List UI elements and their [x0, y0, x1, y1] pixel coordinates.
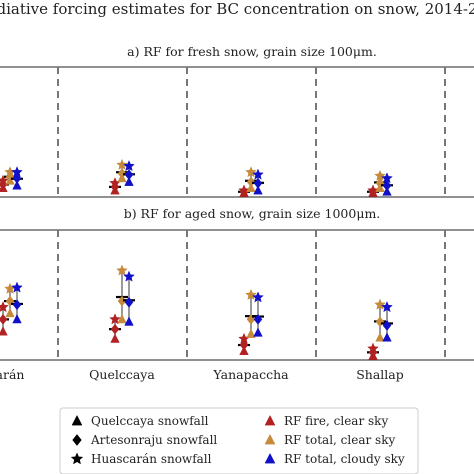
point-rf-fire-clear-sky-quelccaya-diamond — [110, 323, 120, 335]
legend-label-huascaran-snowfall: Huascarán snowfall — [91, 452, 212, 466]
point-rf-total-cloudy-sky-yanapaccha-diamond — [253, 313, 263, 325]
point-rf-fire-clear-sky-quelccaya-triangle — [110, 333, 120, 343]
point-rf-total-clear-sky-yanapaccha-triangle — [246, 182, 256, 192]
point-rf-fire-clear-sky-quelccaya-star — [109, 313, 121, 325]
legend-marker-quelccaya-snowfall — [71, 414, 83, 426]
point-rf-total-cloudy-sky-yanapaccha-star — [252, 291, 264, 303]
point-rf-total-cloudy-sky-aran-triangle — [12, 314, 22, 324]
panel-a-title: a) RF for fresh snow, grain size 100μm. — [127, 44, 377, 59]
point-rf-total-clear-sky-quelccaya-star — [116, 158, 128, 170]
point-rf-fire-clear-sky-shallap-star — [367, 342, 379, 354]
point-rf-total-cloudy-sky-aran-triangle — [12, 180, 22, 190]
point-rf-total-cloudy-sky-quelccaya-diamond — [124, 169, 134, 181]
point-rf-total-clear-sky-quelccaya-triangle — [117, 314, 127, 324]
point-rf-total-cloudy-sky-yanapaccha-triangle — [253, 327, 263, 337]
point-rf-total-cloudy-sky-shallap-triangle — [382, 186, 392, 196]
point-rf-total-cloudy-sky-shallap-diamond — [382, 320, 392, 331]
panel-a — [0, 66, 474, 198]
legend-frame — [59, 407, 419, 474]
legend-marker-huascaran-snowfall — [70, 452, 84, 465]
point-rf-total-clear-sky-quelccaya-diamond — [117, 168, 127, 179]
legend-marker-rf-total-cloudy-sky — [264, 452, 276, 464]
legend-marker-artesonraju-snowfall — [72, 434, 82, 446]
point-rf-total-clear-sky-shallap-diamond — [375, 316, 385, 328]
panel-b-title: b) RF for aged snow, grain size 1000μm. — [124, 206, 381, 221]
figure-title: diative forcing estimates for BC concent… — [0, 0, 474, 18]
x-tick-quelccaya: Quelccaya — [89, 367, 155, 382]
point-rf-total-cloudy-sky-shallap-star — [381, 301, 393, 313]
point-rf-total-cloudy-sky-quelccaya-triangle — [124, 176, 134, 186]
point-rf-fire-clear-sky-aran-diamond — [0, 313, 8, 325]
legend-marker-rf-total-clear-sky — [264, 433, 276, 445]
legend-label-quelccaya-snowfall: Quelccaya snowfall — [91, 414, 209, 428]
point-rf-fire-clear-sky-aran-star — [0, 174, 9, 186]
legend-label-artesonraju-snowfall: Artesonraju snowfall — [90, 433, 217, 447]
point-rf-total-clear-sky-aran-triangle — [5, 307, 15, 318]
legend-label-rf-fire-clear-sky: RF fire, clear sky — [284, 414, 388, 428]
point-rf-total-cloudy-sky-yanapaccha-triangle — [253, 185, 263, 195]
point-rf-total-clear-sky-shallap-triangle — [375, 332, 385, 342]
point-rf-total-clear-sky-yanapaccha-diamond — [246, 176, 256, 188]
point-rf-total-clear-sky-yanapaccha-star — [245, 288, 257, 300]
point-rf-total-clear-sky-quelccaya-star — [116, 264, 128, 276]
point-rf-total-clear-sky-shallap-star — [374, 298, 386, 310]
point-rf-total-cloudy-sky-shallap-star — [381, 172, 393, 184]
point-rf-total-clear-sky-yanapaccha-triangle — [246, 328, 256, 338]
point-rf-total-clear-sky-yanapaccha-star — [245, 166, 257, 178]
point-rf-fire-clear-sky-aran-triangle — [0, 326, 8, 336]
point-rf-total-cloudy-sky-aran-diamond — [12, 299, 22, 311]
point-rf-total-cloudy-sky-quelccaya-star — [123, 270, 135, 282]
x-tick-shallap: Shallap — [356, 367, 404, 382]
point-rf-total-cloudy-sky-yanapaccha-diamond — [253, 177, 263, 189]
point-rf-total-cloudy-sky-quelccaya-triangle — [124, 316, 134, 326]
point-rf-fire-clear-sky-aran-star — [0, 301, 9, 313]
point-rf-fire-clear-sky-yanapaccha-triangle — [239, 345, 249, 355]
legend: Quelccaya snowfall Artesonraju snowfall Hu… — [59, 407, 419, 474]
point-rf-total-cloudy-sky-quelccaya-star — [123, 160, 135, 172]
x-tick-labels: arán Quelccaya Yanapaccha Shallap — [0, 367, 404, 382]
point-rf-total-cloudy-sky-shallap-diamond — [382, 180, 392, 192]
point-rf-total-cloudy-sky-aran-star — [11, 166, 23, 178]
x-tick-yanapaccha: Yanapaccha — [212, 367, 289, 382]
panel-b — [0, 229, 474, 361]
point-rf-total-cloudy-sky-yanapaccha-star — [252, 168, 264, 180]
point-rf-total-cloudy-sky-shallap-triangle — [382, 332, 392, 342]
legend-label-rf-total-cloudy-sky: RF total, cloudy sky — [284, 452, 405, 466]
x-tick-aran: arán — [0, 367, 24, 382]
legend-marker-rf-fire-clear-sky — [264, 414, 276, 426]
point-rf-total-cloudy-sky-quelccaya-diamond — [124, 296, 134, 308]
legend-label-rf-total-clear-sky: RF total, clear sky — [284, 433, 395, 447]
point-rf-total-cloudy-sky-aran-star — [11, 281, 23, 293]
point-rf-total-clear-sky-shallap-star — [374, 169, 386, 181]
